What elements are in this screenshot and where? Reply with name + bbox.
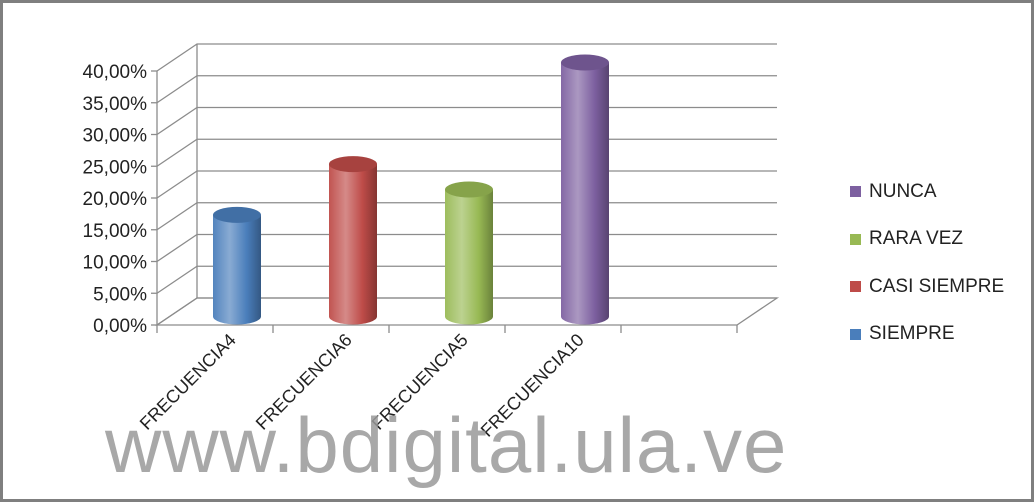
legend-label-siempre: SIEMPRE [869,323,955,345]
watermark-text: www.bdigital.ula.ve [105,401,788,489]
bar-casi-siempre [329,156,377,325]
bar-nunca [561,54,609,325]
y-tick-label: 40,00% [83,62,148,83]
bar-body [213,214,261,325]
y-tick-label: 25,00% [83,157,148,178]
bar-body [329,164,377,325]
y-tick-label: 35,00% [83,94,148,115]
bar-top [445,181,493,198]
legend-item-casi-siempre: CASI SIEMPRE [850,263,1030,311]
legend-label-rara-vez: RARA VEZ [869,228,963,250]
bar-top [561,54,609,71]
legend-label-nunca: NUNCA [869,180,937,202]
legend-swatch-siempre [850,328,861,340]
y-tick-label: 10,00% [83,253,148,274]
legend-item-nunca: NUNCA [850,168,1030,216]
bar-siempre [213,206,261,325]
y-tick-label: 20,00% [83,189,148,210]
bar-top [213,206,261,223]
y-tick-label: 5,00% [93,284,147,305]
legend-label-casi-siempre: CASI SIEMPRE [869,275,1005,297]
bar-top [329,156,377,173]
chart-floor [154,297,780,326]
chart-legend: NUNCA RARA VEZ CASI SIEMPRE SIEMPRE [850,168,1030,358]
legend-swatch-nunca [850,186,861,198]
legend-item-rara-vez: RARA VEZ [850,216,1030,264]
bar-body [445,189,493,325]
legend-swatch-rara-vez [850,233,861,245]
legend-item-siempre: SIEMPRE [850,311,1030,359]
y-tick-label: 15,00% [83,221,148,242]
y-tick-label: 30,00% [83,126,148,147]
y-tick-label: 0,00% [93,316,147,337]
bar-rara-vez [445,181,493,325]
bar-body [561,62,609,325]
legend-swatch-casi-siempre [850,281,861,293]
